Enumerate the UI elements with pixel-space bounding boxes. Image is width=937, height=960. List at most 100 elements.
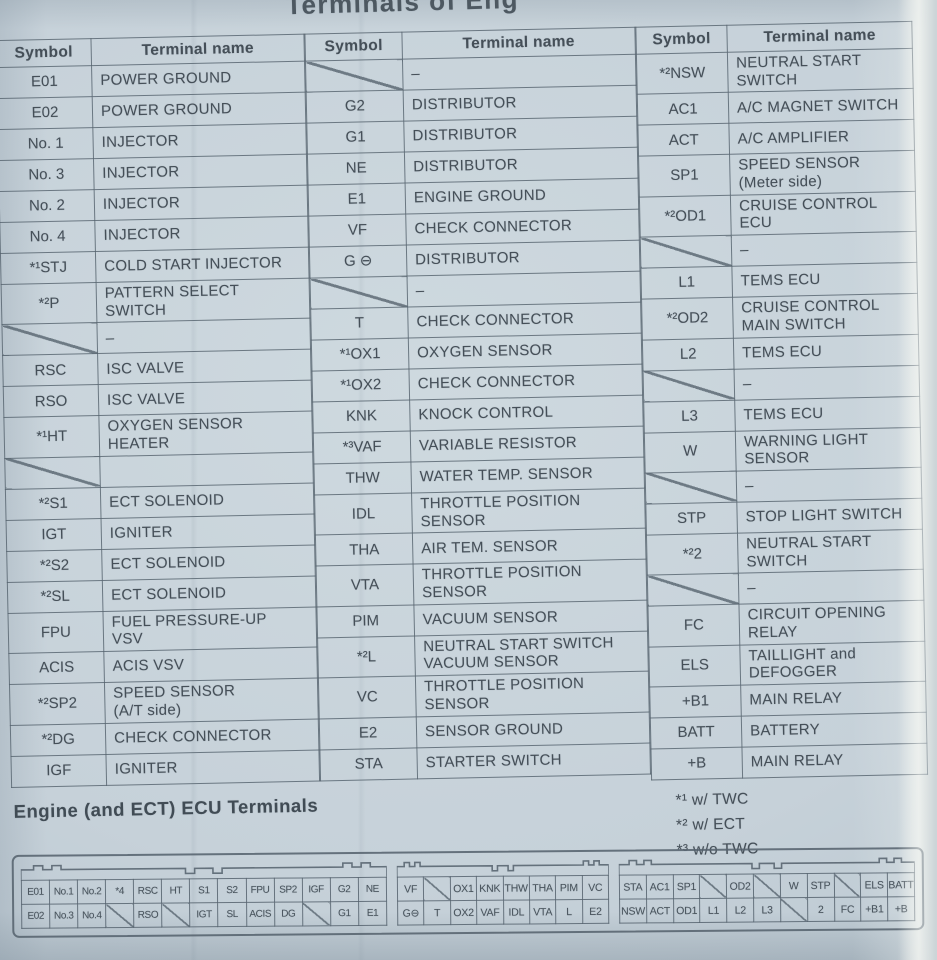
pin-cell: E01 [21, 880, 50, 905]
pin-cell: 2 [807, 897, 835, 922]
pin-cell: *4 [105, 879, 134, 904]
pin-cell: KNK [476, 876, 504, 901]
symbol-cell: *²S2 [6, 549, 103, 583]
pin-cell: No.2 [77, 879, 106, 904]
pin-cell [753, 873, 781, 899]
table-row: *²OD1 CRUISE CONTROL ECU [639, 191, 917, 238]
symbol-cell: ELS [648, 644, 741, 688]
name-cell: ENGINE GROUND [405, 178, 639, 215]
name-cell: ECT SOLENOID [100, 482, 314, 519]
pin-cell: L [555, 899, 583, 924]
pin-cell: IGT [189, 902, 219, 927]
name-cell: THROTTLE POSITION SENSOR [415, 671, 650, 717]
table-header-symbol: Symbol [304, 32, 403, 62]
symbol-cell [1, 322, 98, 356]
pin-cell: VF [397, 876, 424, 902]
symbol-cell: G2 [306, 90, 404, 124]
ecu-connector-diagram: E01 No.1 No.2 *4 RSC HT S1 S2 FPU SP2 IGF G2 NE E02 N… [11, 847, 925, 938]
pin-cell: S2 [217, 878, 247, 903]
name-cell: NEUTRAL START SWITCH VACUUM SENSOR [414, 630, 649, 677]
pin-cell: THW [502, 875, 530, 901]
name-cell: NEUTRAL START SWITCH [727, 48, 914, 93]
symbol-cell [305, 59, 404, 93]
symbol-cell: *²S1 [5, 487, 102, 521]
table-row: VTA THROTTLE POSITION SENSOR [316, 559, 647, 607]
name-cell: – [402, 54, 637, 91]
symbol-cell: THW [313, 462, 412, 496]
name-cell: STOP LIGHT SWITCH [736, 498, 923, 534]
table-header-name: Terminal name [726, 21, 913, 53]
symbol-cell: +B1 [649, 685, 742, 719]
symbol-cell: STP [645, 502, 738, 535]
name-cell: MAIN RELAY [740, 681, 927, 717]
symbol-cell: VTA [316, 564, 414, 607]
symbol-cell: E2 [319, 716, 417, 750]
symbol-cell: No. 4 [0, 220, 96, 254]
pin-row: VF OX1 KNK THW THA PIM VC [397, 875, 609, 902]
pin-grid-1: E01 No.1 No.2 *4 RSC HT S1 S2 FPU SP2 IGF G2 NE E02 N… [21, 877, 387, 929]
table-row: *²OD2 CRUISE CONTROL MAIN SWITCH [641, 293, 919, 340]
pin-grid-2: VF OX1 KNK THW THA PIM VC G⊖ T OX2 VAF IDL VTA L E2 [397, 875, 609, 926]
symbol-cell: SP1 [638, 154, 731, 197]
table-row: IDL THROTTLE POSITION SENSOR [314, 488, 646, 536]
pin-row: G⊖ T OX2 VAF IDL VTA L E2 [397, 899, 609, 926]
name-cell [99, 451, 314, 488]
pin-cell: SP1 [672, 874, 700, 899]
pin-cell: ELS [860, 872, 888, 898]
symbol-cell: IDL [314, 492, 413, 536]
symbol-cell: E01 [0, 65, 93, 99]
name-cell: SENSOR GROUND [416, 711, 650, 748]
pin-cell: OX2 [450, 900, 477, 925]
symbol-cell: IGT [6, 518, 102, 552]
symbol-cell: ACIS [8, 651, 105, 685]
name-cell: WARNING LIGHT SENSOR [735, 426, 922, 472]
table-header-symbol: Symbol [0, 38, 92, 68]
name-cell: DISTRIBUTOR [404, 147, 639, 184]
terminal-table-middle: Symbol Terminal name – G2 DISTRIBUTOR [304, 27, 651, 781]
symbol-cell: *¹OX1 [311, 338, 409, 372]
terminal-tables: Symbol Terminal name E01 POWER GROUND E0… [0, 21, 930, 877]
symbol-cell: W [644, 430, 737, 473]
middle-column: Symbol Terminal name – G2 DISTRIBUTOR [304, 27, 651, 781]
pin-cell: L1 [699, 898, 728, 923]
name-cell: TEMS ECU [731, 262, 918, 298]
pin-cell: G1 [330, 901, 359, 926]
symbol-cell: *²OD1 [639, 195, 732, 238]
name-cell: ISC VALVE [97, 349, 312, 385]
pin-cell: THA [529, 875, 556, 900]
pin-cell: FPU [245, 878, 275, 903]
table-row: *²NSW NEUTRAL START SWITCH [636, 48, 914, 95]
table-caption: Engine (and ECT) ECU Terminals [13, 794, 319, 822]
name-cell: TEMS ECU [734, 395, 921, 431]
pin-cell: IDL [503, 899, 530, 925]
pin-cell [699, 874, 727, 899]
connector-top-edge [397, 860, 609, 877]
connector-block-2: VF OX1 KNK THW THA PIM VC G⊖ T OX2 VAF IDL VTA L E2 [397, 860, 610, 926]
pin-cell: DG [274, 901, 303, 927]
name-cell: IGNITER [105, 749, 320, 785]
pin-cell: +B [887, 896, 915, 921]
symbol-cell: G1 [306, 121, 405, 155]
name-cell: INJECTOR [94, 185, 308, 221]
symbol-cell: BATT [650, 716, 742, 750]
name-cell: AIR TEM. SENSOR [412, 528, 646, 565]
terminal-table-left: Symbol Terminal name E01 POWER GROUND E0… [0, 34, 320, 788]
left-column: Symbol Terminal name E01 POWER GROUND E0… [0, 34, 321, 823]
pin-cell [833, 873, 861, 898]
ecu-outline: E01 No.1 No.2 *4 RSC HT S1 S2 FPU SP2 IGF G2 NE E02 N… [11, 847, 925, 938]
pin-cell [423, 876, 451, 901]
name-cell: VACUUM SENSOR [413, 599, 648, 636]
pin-cell: OD2 [726, 874, 754, 899]
symbol-cell: *¹STJ [0, 251, 97, 285]
table-row: *²P PATTERN SELECT SWITCH [1, 278, 310, 325]
table-row: ELS TAILLIGHT and DEFOGGER [648, 640, 926, 688]
name-cell: TEMS ECU [733, 333, 919, 369]
symbol-cell: *²NSW [636, 52, 729, 95]
pin-cell: G⊖ [397, 900, 425, 926]
pin-grid-3: STA AC1 SP1 OD2 W STP ELS BATT NSW ACT OD1 L1 L2 L3 2… [619, 872, 915, 924]
symbol-cell: *³VAF [313, 431, 411, 465]
pin-cell: L3 [753, 897, 781, 923]
symbol-cell [647, 573, 739, 607]
symbol-cell: *²SL [7, 580, 103, 614]
